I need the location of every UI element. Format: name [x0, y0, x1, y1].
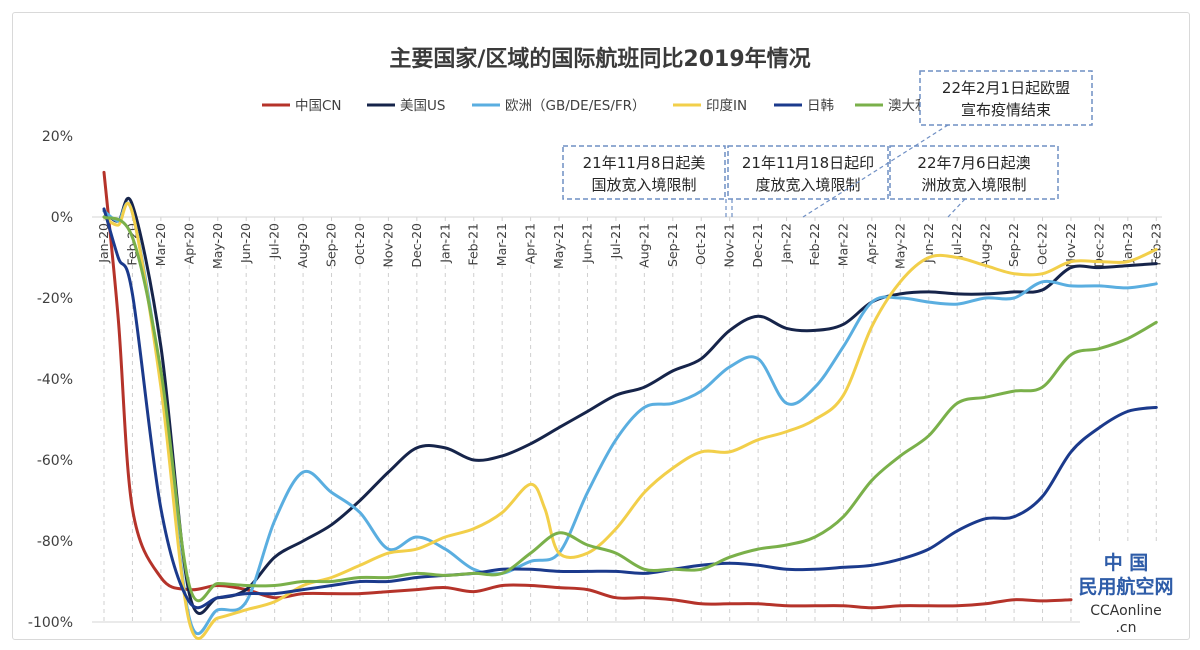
x-tick-label: Dec-21 [750, 223, 765, 268]
annotation-box-1 [919, 70, 1093, 126]
watermark-line-2: 民用航空网 [1078, 575, 1173, 598]
x-tick-label: Jul-21 [608, 223, 623, 260]
legend-label-1: 中国CN [295, 98, 342, 114]
x-tick-label: Dec-20 [409, 223, 424, 268]
annotation-box-4 [889, 145, 1059, 200]
x-tick-label: Jul-20 [267, 223, 282, 260]
x-tick-label: Nov-22 [1063, 223, 1078, 267]
watermark-line-3: CCAonline [1090, 603, 1162, 619]
chart-legend: 中国CN 美国US 欧洲（GB/DE/ES/FR） 印度IN 日韩 澳大利亚 [262, 98, 942, 114]
x-tick-label: Oct-22 [1035, 223, 1050, 265]
legend-label-3: 欧洲（GB/DE/ES/FR） [505, 98, 646, 114]
x-tick-label: Sep-20 [324, 223, 339, 267]
y-tick-label: -80% [37, 534, 73, 550]
legend-label-2: 美国US [400, 98, 445, 114]
x-tick-label: Mar-21 [494, 223, 509, 266]
legend-label-5: 日韩 [807, 98, 834, 114]
series-line-2 [102, 196, 1158, 615]
annotation-text-3: 21年11月18日起印 [742, 154, 874, 172]
x-axis: Jan-20 Feb-20 Mar-20 Apr-20 May-20 Jun-20 Jul-… [96, 223, 1163, 269]
ccaonline-watermark: 中 国 民用航空网 CCAonline .cn [1078, 545, 1174, 637]
x-tick-label: May-22 [892, 223, 907, 269]
x-tick-label: Aug-22 [978, 223, 993, 268]
x-tick-label: Jan-23 [1120, 223, 1135, 264]
series-line-3 [102, 201, 1158, 636]
annotation-text-1: 宣布疫情结束 [961, 101, 1051, 119]
x-tick-label: Feb-21 [466, 223, 481, 266]
x-tick-label: Mar-22 [835, 223, 850, 266]
x-tick-label: Jul-22 [949, 223, 964, 260]
x-tick-label: Oct-20 [352, 223, 367, 265]
annotation-box-2 [562, 145, 726, 200]
x-tick-label: Aug-20 [295, 223, 310, 268]
watermark-line-1: 中 国 [1104, 551, 1149, 574]
y-tick-label: -20% [37, 291, 73, 307]
x-tick-label: Nov-20 [380, 223, 395, 268]
x-tick-label: Jan-20 [96, 223, 111, 264]
annotation-text-2: 国放宽入境限制 [591, 176, 696, 194]
x-tick-label: Nov-21 [722, 223, 737, 267]
watermark-background [1080, 545, 1172, 637]
y-tick-label: 0% [51, 210, 73, 226]
chart-grid [92, 216, 1162, 623]
watermark-line-4: .cn [1115, 620, 1136, 636]
series-line-5 [102, 207, 1158, 610]
x-tick-label: Apr-21 [523, 223, 538, 264]
x-tick-label: Jan-22 [779, 223, 794, 264]
y-axis: 20% 0% -20% -40% -60% -80% -100% [28, 129, 73, 631]
x-tick-label: May-20 [210, 223, 225, 269]
annotation-connector-1 [802, 124, 949, 218]
x-tick-label: Aug-21 [636, 223, 651, 268]
y-tick-label: -40% [37, 372, 73, 388]
chart-title: 主要国家/区域的国际航班同比2019年情况 [389, 46, 810, 72]
x-tick-label: Feb-22 [807, 223, 822, 266]
y-tick-label: -60% [37, 453, 73, 469]
x-tick-label: May-21 [551, 223, 566, 269]
annotation-text-1: 22年2月1日起欧盟 [942, 79, 1070, 97]
annotation-box-3 [727, 145, 889, 200]
series-line-6 [102, 215, 1158, 603]
annotation-text-4: 洲放宽入境限制 [921, 176, 1026, 194]
x-tick-label: Jun-21 [579, 223, 594, 264]
x-tick-label: Feb-23 [1148, 223, 1163, 266]
x-tick-label: Oct-21 [693, 223, 708, 265]
y-tick-label: 20% [42, 129, 73, 145]
x-tick-label: Mar-20 [153, 223, 168, 266]
series-line-4 [102, 201, 1158, 640]
x-tick-label: Sep-21 [665, 223, 680, 267]
y-tick-label: -100% [28, 615, 73, 631]
x-tick-label: Jun-20 [238, 223, 253, 264]
x-tick-label: Sep-22 [1006, 223, 1021, 267]
x-tick-label: Jun-22 [921, 223, 936, 264]
chart-series [102, 170, 1158, 640]
annotation-text-4: 22年7月6日起澳 [917, 154, 1030, 172]
x-tick-label: Jan-21 [437, 223, 452, 264]
annotation-text-2: 21年11月8日起美 [583, 154, 706, 172]
x-tick-label: Dec-22 [1091, 223, 1106, 268]
x-tick-label: Apr-22 [864, 223, 879, 264]
annotation-connector-4 [947, 198, 966, 218]
annotation-text-3: 度放宽入境限制 [755, 176, 860, 194]
x-tick-label: Apr-20 [181, 223, 196, 264]
legend-label-4: 印度IN [706, 98, 747, 114]
